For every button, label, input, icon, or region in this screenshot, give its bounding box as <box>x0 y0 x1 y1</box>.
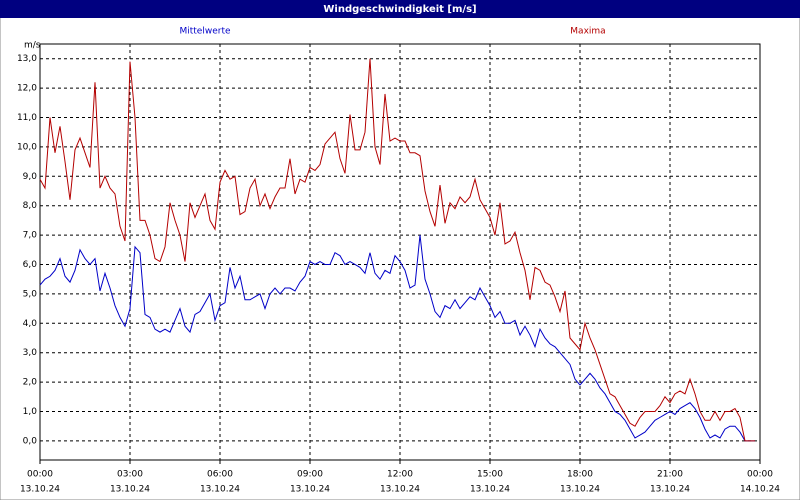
x-tick-date: 13.10.24 <box>650 485 690 495</box>
y-tick-label: 3,0 <box>23 348 38 358</box>
legend-entry: Maxima <box>570 27 605 37</box>
y-unit: m/s <box>24 41 41 51</box>
x-tick-label: 18:00 <box>567 470 593 480</box>
y-tick-label: 11,0 <box>17 113 37 123</box>
x-tick-label: 21:00 <box>657 470 683 480</box>
y-tick-label: 6,0 <box>23 260 38 270</box>
y-tick-label: 1,0 <box>23 407 38 417</box>
x-tick-label: 12:00 <box>387 470 413 480</box>
legend-entry: Mittelwerte <box>179 27 230 37</box>
y-tick-label: 9,0 <box>23 172 38 182</box>
y-tick-label: 0,0 <box>23 436 38 446</box>
x-tick-date: 13.10.24 <box>560 485 600 495</box>
chart-title: Windgeschwindigkeit [m/s] <box>323 4 476 15</box>
y-tick-label: 8,0 <box>23 201 38 211</box>
x-tick-date: 14.10.24 <box>740 485 780 495</box>
y-tick-label: 2,0 <box>23 378 38 388</box>
y-tick-label: 7,0 <box>23 231 38 241</box>
series-line <box>39 58 755 442</box>
y-tick-label: 10,0 <box>17 142 37 152</box>
series-line <box>39 235 755 442</box>
x-tick-label: 00:00 <box>27 470 53 480</box>
y-tick-label: 4,0 <box>23 319 38 329</box>
x-tick-date: 13.10.24 <box>470 485 510 495</box>
y-tick-label: 5,0 <box>23 289 38 299</box>
x-tick-date: 13.10.24 <box>200 485 240 495</box>
x-tick-date: 13.10.24 <box>380 485 420 495</box>
x-tick-label: 15:00 <box>477 470 503 480</box>
plot-area <box>39 43 761 461</box>
title-bar <box>0 0 800 18</box>
x-tick-date: 13.10.24 <box>20 485 60 495</box>
y-tick-label: 12,0 <box>17 84 37 94</box>
x-tick-label: 00:00 <box>747 470 773 480</box>
x-tick-label: 09:00 <box>297 470 323 480</box>
x-tick-label: 06:00 <box>207 470 233 480</box>
x-tick-date: 13.10.24 <box>290 485 330 495</box>
x-tick-date: 13.10.24 <box>110 485 150 495</box>
x-tick-label: 03:00 <box>117 470 143 480</box>
y-tick-label: 13,0 <box>17 54 37 64</box>
